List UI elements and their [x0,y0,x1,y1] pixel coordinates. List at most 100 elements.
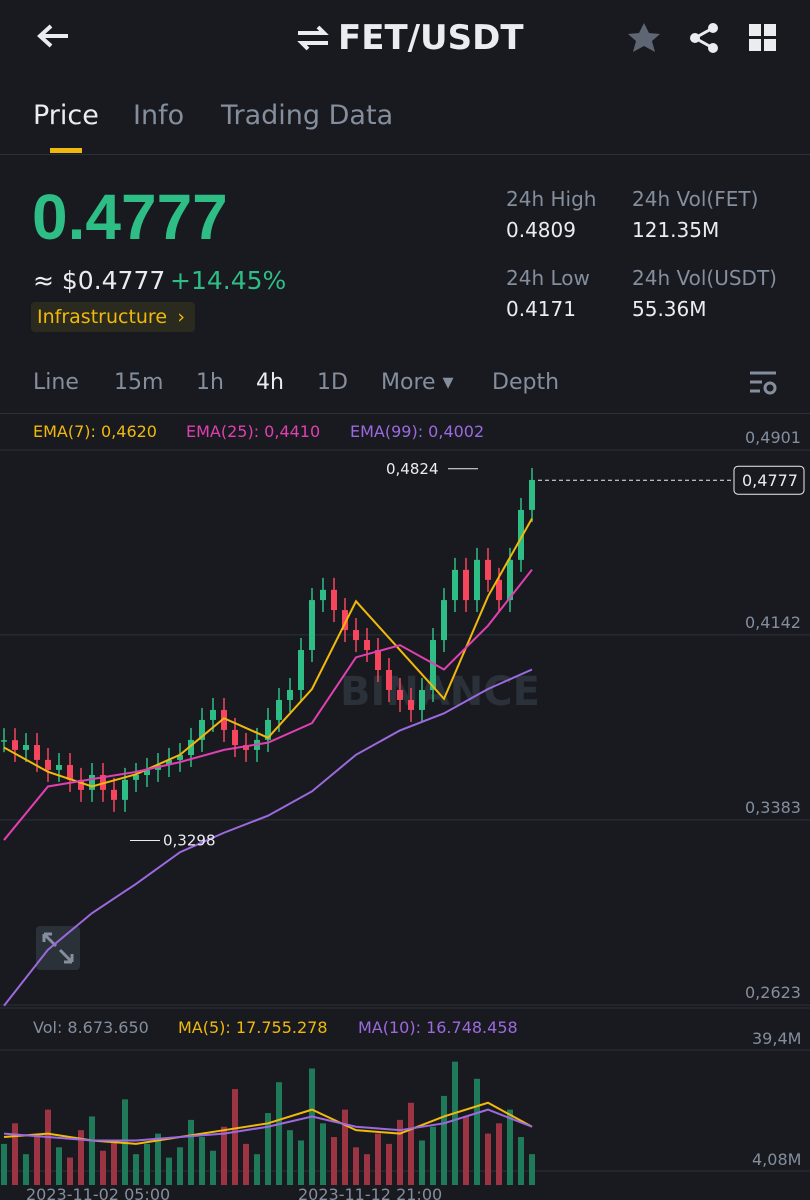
y-tick-label: 0,2623 [745,983,801,1002]
volume-bar [155,1133,161,1185]
volume-legend: MA(5): 17.755.278 [178,1018,328,1037]
candle-body [144,769,150,776]
volume-bar [518,1137,524,1185]
volume-bar [144,1143,150,1185]
interval[interactable]: 4h [256,370,284,395]
volume-bar [529,1154,535,1185]
indicator-line [3,668,533,1007]
indicator-line [3,1108,533,1142]
favorite-star[interactable] [627,22,661,54]
volume-legend: MA(10): 16.748.458 [358,1018,518,1037]
volume-bar [254,1154,260,1185]
indicator-legend: EMA(25): 0,4410 [186,422,320,441]
stat-label: 24h Low [506,266,590,290]
indicator-line [3,569,533,841]
category-tag[interactable]: Infrastructure › [31,302,196,332]
tab[interactable]: Trading Data [221,100,394,131]
volume-bar [67,1157,73,1185]
y-tick-label: 0,3383 [745,798,801,817]
candle-body [122,779,128,800]
current-price-box [733,465,805,495]
settings-icon[interactable] [748,370,778,396]
volume-bar [408,1102,414,1185]
volume-bar [243,1143,249,1185]
candle-body [265,719,271,740]
interval[interactable]: 1D [317,370,348,395]
candle-body [276,699,282,720]
stat-label: 24h High [506,187,597,211]
candle-body [397,689,403,700]
volume-bar [353,1147,359,1185]
candle-body [89,775,95,790]
candle-body [287,689,293,700]
tab[interactable]: Price [33,100,99,131]
volume-bar [441,1095,447,1185]
volume-bar [386,1143,392,1185]
candle-body [507,559,513,601]
volume-bar [474,1078,480,1185]
candle-body [56,765,62,770]
stat-value: 0.4171 [506,297,576,321]
expand-icon [42,932,74,964]
volume-bar [12,1123,18,1185]
interval[interactable]: Line [33,370,79,395]
volume-bar [342,1109,348,1185]
extreme-label: 0,4824 [386,460,439,478]
stat-value: 121.35M [632,218,720,242]
candle-body [34,745,40,760]
interval[interactable]: Depth [492,370,560,395]
candle-body [518,509,524,560]
volume-bar [331,1137,337,1185]
volume-bar [452,1061,458,1185]
x-tick-label: 2023-11-02 05:00 [26,1185,170,1200]
volume-bar [463,1116,469,1185]
volume-bar [507,1109,513,1185]
stat-label: 24h Vol(USDT) [632,266,777,290]
volume-bar [430,1126,436,1185]
candle-body [441,600,447,641]
candle-body [67,765,73,780]
y-tick-label: 39,4M [752,1029,801,1048]
candle-body [430,640,436,690]
interval[interactable]: 1h [196,370,224,395]
volume-bar [100,1150,106,1185]
volume-bar [23,1154,29,1185]
tab[interactable]: Info [133,100,185,131]
volume-bar [375,1133,381,1185]
volume-bar [419,1140,425,1185]
candle-body [452,569,458,601]
x-tick-label: 2023-11-12 21:00 [298,1185,442,1200]
stat-label: 24h Vol(FET) [632,187,759,211]
share-icon[interactable] [688,22,720,54]
volume-bar [188,1119,194,1185]
interval[interactable]: More ▾ [381,370,454,395]
y-tick-label: 0,4901 [745,428,801,447]
volume-bar [1,1143,7,1185]
candle-body [210,709,216,720]
volume-bar [265,1113,271,1185]
candle-body [188,739,194,756]
volume-legend: Vol: 8.673.650 [33,1018,149,1037]
current-price-label: 0,4777 [742,471,798,490]
swap-icon[interactable] [296,24,330,52]
volume-bar [210,1150,216,1185]
indicator-legend: EMA(99): 0,4002 [350,422,484,441]
volume-bar [45,1109,51,1185]
candle-body [485,559,491,580]
volume-bar [177,1147,183,1185]
volume-bar [485,1133,491,1185]
candle-body [386,670,392,690]
y-tick-label: 0,4142 [745,613,801,632]
volume-bar [276,1082,282,1185]
volume-bar [287,1130,293,1185]
interval[interactable]: 15m [114,370,164,395]
interval-text: More [381,370,436,395]
back-button[interactable] [36,22,70,50]
volume-bar [221,1126,227,1185]
expand-button[interactable] [36,926,80,970]
candle-body [166,759,172,766]
grid-icon[interactable] [749,24,777,52]
indicator-line [3,517,533,788]
volume-bar [56,1147,62,1185]
